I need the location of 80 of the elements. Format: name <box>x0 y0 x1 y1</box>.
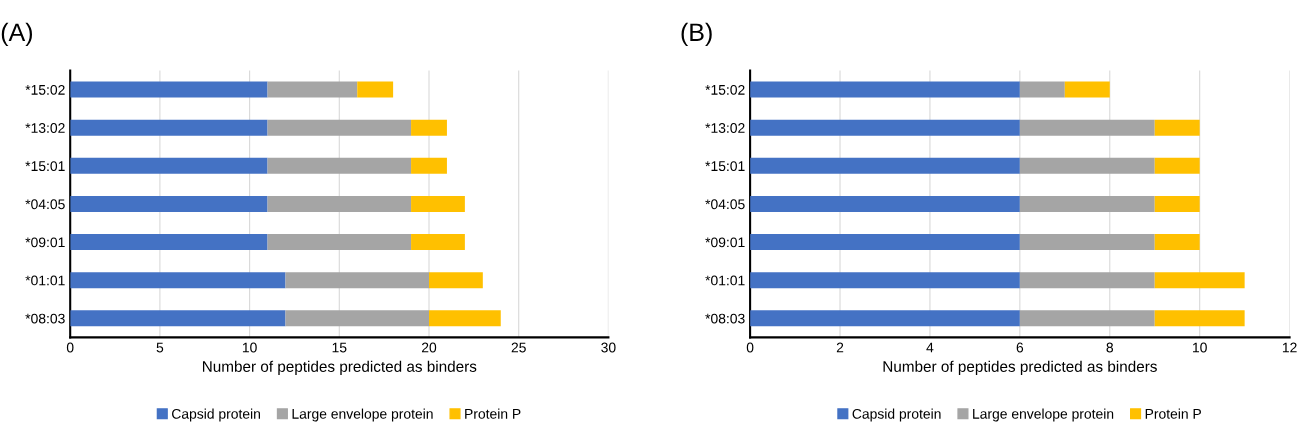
bar <box>750 119 1020 136</box>
y-tick-label: *15:02 <box>705 84 745 95</box>
bar <box>1019 272 1155 289</box>
bar <box>750 157 1020 174</box>
bar <box>70 234 268 251</box>
legend-label: Large envelope protein <box>292 408 433 422</box>
bar <box>411 157 447 174</box>
bar <box>267 119 412 136</box>
bar <box>285 310 429 327</box>
legend-label: Capsid protein <box>172 408 260 422</box>
bar <box>1019 234 1155 251</box>
x-tick-label: 0 <box>66 342 74 353</box>
bar <box>1019 119 1155 136</box>
bar <box>70 81 268 98</box>
y-tick-label: *08:03 <box>705 313 745 324</box>
x-tick-label: 4 <box>926 342 934 353</box>
bar <box>411 195 465 212</box>
bar <box>70 195 268 212</box>
legend-label: Protein P <box>465 408 521 419</box>
chart-title: (A) <box>1 22 33 47</box>
x-tick-label: 0 <box>746 342 754 353</box>
bar <box>70 157 268 174</box>
y-tick-label: *13:02 <box>705 123 745 133</box>
bar <box>267 234 412 251</box>
chart-title: (B) <box>681 22 712 47</box>
bar <box>1019 195 1155 212</box>
bar <box>70 119 268 136</box>
bar <box>70 310 286 327</box>
bar <box>1154 157 1200 174</box>
bar <box>411 119 447 136</box>
bar <box>750 272 1020 289</box>
x-tick-label: 20 <box>421 342 437 353</box>
bar <box>1154 234 1200 251</box>
bar <box>267 157 412 174</box>
bar <box>1154 195 1200 212</box>
legend-label: Protein P <box>1145 408 1201 419</box>
y-tick-label: *15:01 <box>25 161 65 172</box>
x-tick-label: 5 <box>156 342 164 353</box>
bar <box>750 234 1020 251</box>
y-tick-label: *08:03 <box>25 313 65 324</box>
x-tick-label: 12 <box>1282 342 1297 353</box>
y-tick-label: *09:01 <box>705 237 745 248</box>
y-tick-label: *01:01 <box>25 275 65 286</box>
x-axis-title: Number of peptides predicted as binders <box>202 360 477 375</box>
legend-label: Large envelope protein <box>973 408 1114 422</box>
bar <box>1154 310 1245 327</box>
bar <box>411 234 465 251</box>
bar <box>1019 310 1155 327</box>
x-tick-label: 2 <box>836 342 844 353</box>
bar <box>1064 81 1110 98</box>
y-tick-label: *04:05 <box>705 199 745 210</box>
x-axis-title: Number of peptides predicted as binders <box>883 360 1157 375</box>
bar <box>357 81 394 98</box>
y-tick-label: *15:01 <box>705 161 745 172</box>
bar <box>267 195 412 212</box>
bar <box>1154 272 1245 289</box>
x-tick-label: 8 <box>1106 342 1114 353</box>
bar <box>750 310 1020 327</box>
bar <box>70 272 286 289</box>
x-tick-label: 30 <box>601 342 616 353</box>
x-tick-label: 10 <box>242 342 257 353</box>
bar <box>1019 81 1065 98</box>
x-tick-label: 15 <box>332 342 347 353</box>
bar <box>285 272 429 289</box>
bar <box>1019 157 1155 174</box>
bar <box>429 310 501 327</box>
bar <box>750 81 1020 98</box>
y-tick-label: *04:05 <box>25 199 65 210</box>
x-tick-label: 10 <box>1193 342 1207 353</box>
y-tick-label: *13:02 <box>25 123 65 133</box>
y-tick-label: *09:01 <box>25 237 65 248</box>
y-tick-label: *01:01 <box>705 275 745 286</box>
bar <box>1154 119 1200 136</box>
y-tick-label: *15:02 <box>25 84 65 95</box>
legend-label: Capsid protein <box>852 408 941 422</box>
x-tick-label: 6 <box>1016 342 1024 353</box>
bar <box>267 81 358 98</box>
bar <box>750 195 1020 212</box>
bar <box>429 272 483 289</box>
x-tick-label: 25 <box>511 342 526 353</box>
